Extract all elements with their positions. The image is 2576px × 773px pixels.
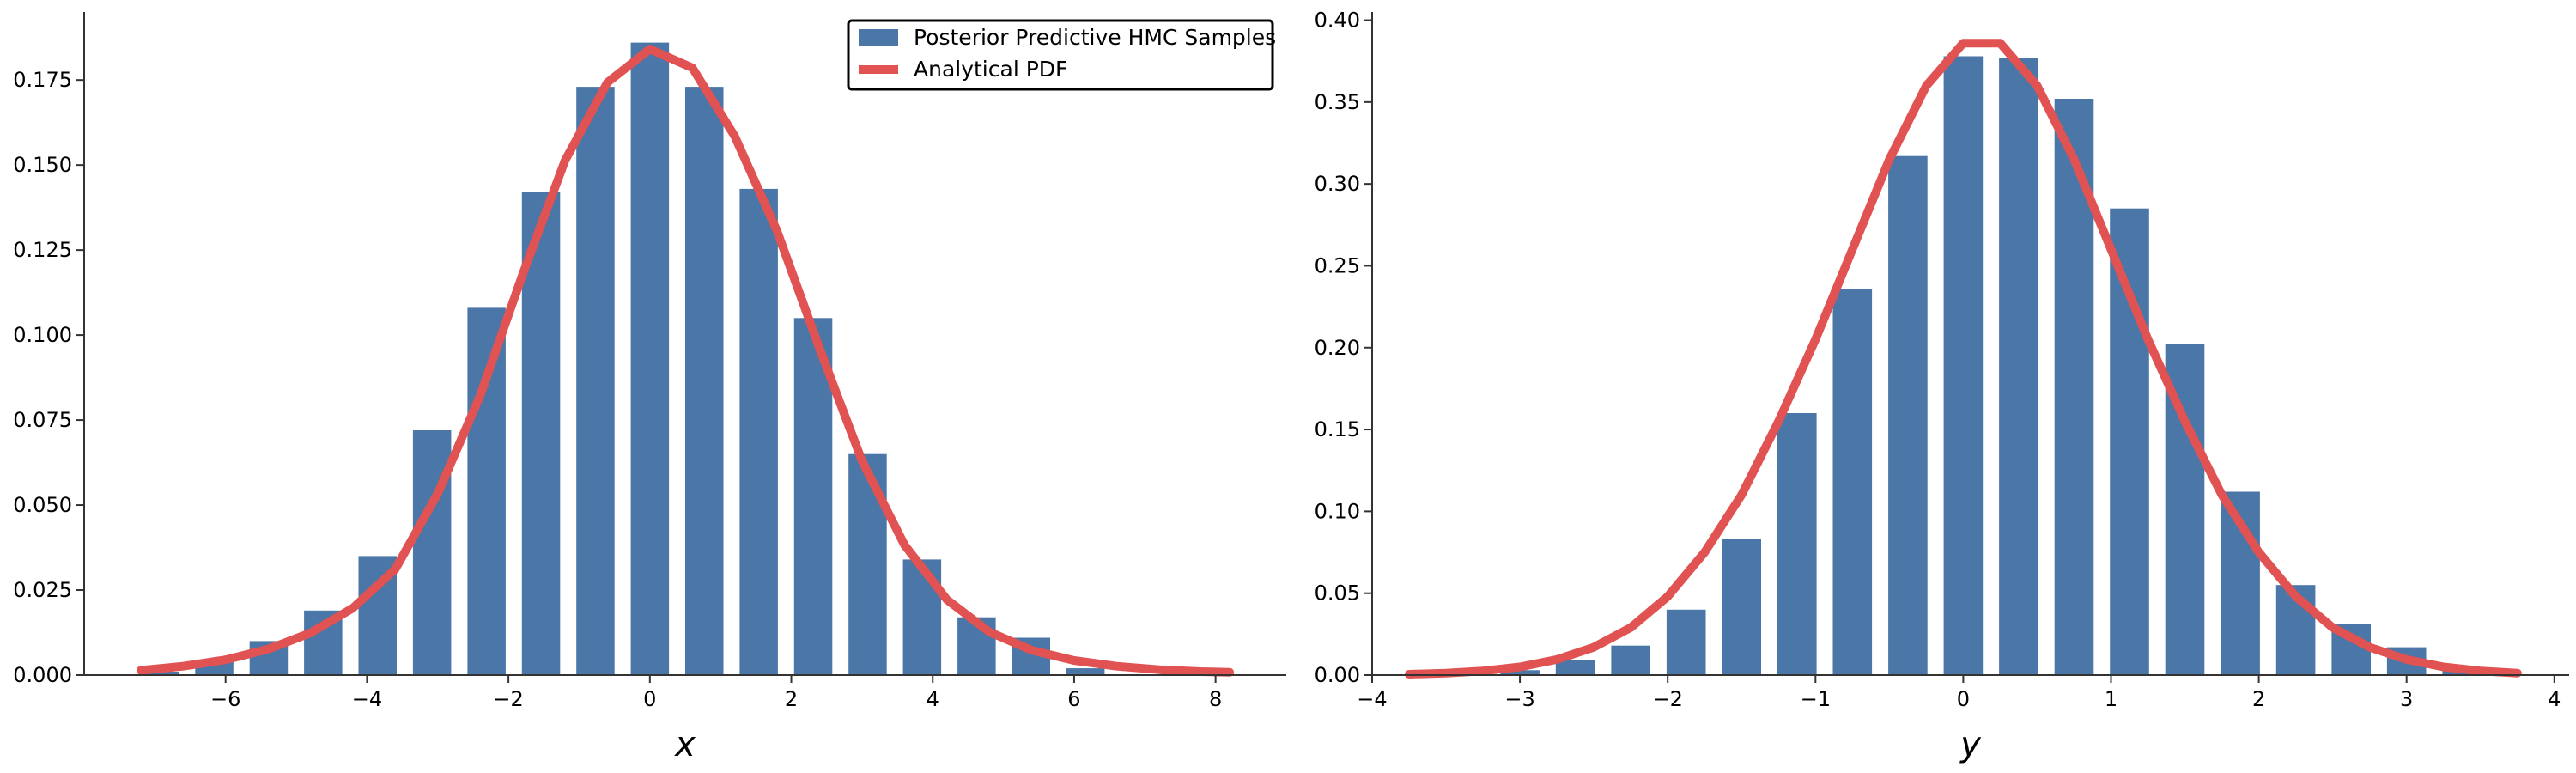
y-tick-label: 0.05: [1315, 581, 1360, 606]
y-tick-label: 0.15: [1315, 417, 1360, 441]
histogram-bar: [467, 307, 506, 675]
analytical-pdf-curve: [1405, 39, 2522, 679]
y-tick-label: 0.025: [13, 578, 72, 602]
legend-label-analytical-pdf: Analytical PDF: [914, 57, 1067, 82]
histogram-bar: [1888, 155, 1928, 675]
y-tick-label: 0.150: [13, 153, 72, 177]
y-tick-label: 0.00: [1315, 663, 1360, 687]
y-tick-label: 0.125: [13, 238, 72, 262]
x-tick-label: 1: [2105, 687, 2117, 711]
y-distribution-panel: −4 −3 −2 −1 0 1 2 3 4 0.00 0.05 0.10 0.15 0.20 0.25 0.3…: [1315, 9, 2569, 764]
histogram-bar: [685, 87, 724, 676]
x-tick-label: −1: [1801, 687, 1831, 711]
x-distribution-panel: −6 −4 −2 0 2 4 6 8 0.000 0.025 0.050 0.075 0.100 0.12…: [13, 12, 1286, 764]
histogram-bar: [140, 672, 179, 675]
histogram-bar: [902, 559, 942, 675]
x-tick-label: 0: [643, 687, 656, 711]
histogram-bar: [739, 188, 778, 675]
y-tick-label: 0.000: [13, 663, 72, 687]
histogram-bar: [1555, 660, 1595, 675]
y-tick-label: 0.40: [1315, 9, 1360, 33]
analytical-pdf-curve: [136, 45, 1235, 677]
y-tick-label: 0.20: [1315, 336, 1360, 360]
legend: Posterior Predictive HMC Samples Analyti…: [847, 19, 1276, 91]
y-tick-label: 0.075: [13, 408, 72, 432]
y-tick-label: 0.100: [13, 323, 72, 347]
x-tick-label: −2: [493, 687, 523, 711]
histogram-bar: [1943, 56, 1984, 675]
x-tick-label: −6: [210, 687, 240, 711]
histogram-bar: [1611, 645, 1650, 675]
histogram-bar: [848, 453, 887, 675]
y-tick-label: 0.175: [13, 68, 72, 92]
x-axis-label: y: [1959, 725, 1982, 764]
histogram-bar: [521, 192, 561, 676]
x-tick-label: 2: [2252, 687, 2265, 711]
x-axis-label: x: [673, 725, 696, 764]
histogram-bar: [1832, 289, 1873, 675]
histogram-bar: [2110, 208, 2149, 675]
y-tick-label: 0.35: [1315, 90, 1360, 114]
x-tick-label: 8: [1209, 687, 1222, 711]
histogram-bar: [630, 42, 670, 676]
histogram-bar: [1066, 668, 1105, 675]
histogram-bar: [1777, 413, 1817, 675]
legend-label-samples: Posterior Predictive HMC Samples: [914, 25, 1276, 50]
histogram-bar: [1999, 58, 2038, 675]
x-tick-label: 3: [2400, 687, 2413, 711]
legend-box: [847, 19, 1274, 91]
legend-bar-swatch: [859, 29, 898, 46]
x-tick-label: −4: [1357, 687, 1387, 711]
y-tick-label: 0.30: [1315, 172, 1360, 196]
x-tick-label: 2: [785, 687, 798, 711]
y-tick-label: 0.10: [1315, 499, 1360, 523]
histogram-bar: [1722, 539, 1761, 675]
x-tick-label: 6: [1067, 687, 1080, 711]
histogram-bar: [576, 87, 615, 676]
y-tick-label: 0.25: [1315, 253, 1360, 277]
x-tick-label: −3: [1504, 687, 1534, 711]
x-tick-label: 0: [1957, 687, 1970, 711]
x-tick-label: −2: [1653, 687, 1683, 711]
x-tick-label: −4: [352, 687, 382, 711]
x-tick-label: 4: [2548, 687, 2561, 711]
histogram-bar: [1500, 670, 1540, 675]
y-tick-label: 0.050: [13, 493, 72, 517]
histogram-bar: [1666, 609, 1706, 675]
x-tick-label: 4: [927, 687, 939, 711]
histogram-bar: [793, 318, 833, 675]
